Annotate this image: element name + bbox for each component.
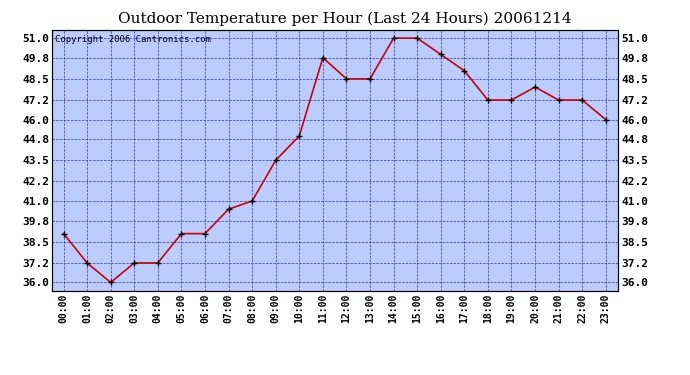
Text: Outdoor Temperature per Hour (Last 24 Hours) 20061214: Outdoor Temperature per Hour (Last 24 Ho… bbox=[118, 11, 572, 26]
Text: Copyright 2006 Cantronics.com: Copyright 2006 Cantronics.com bbox=[55, 35, 210, 44]
